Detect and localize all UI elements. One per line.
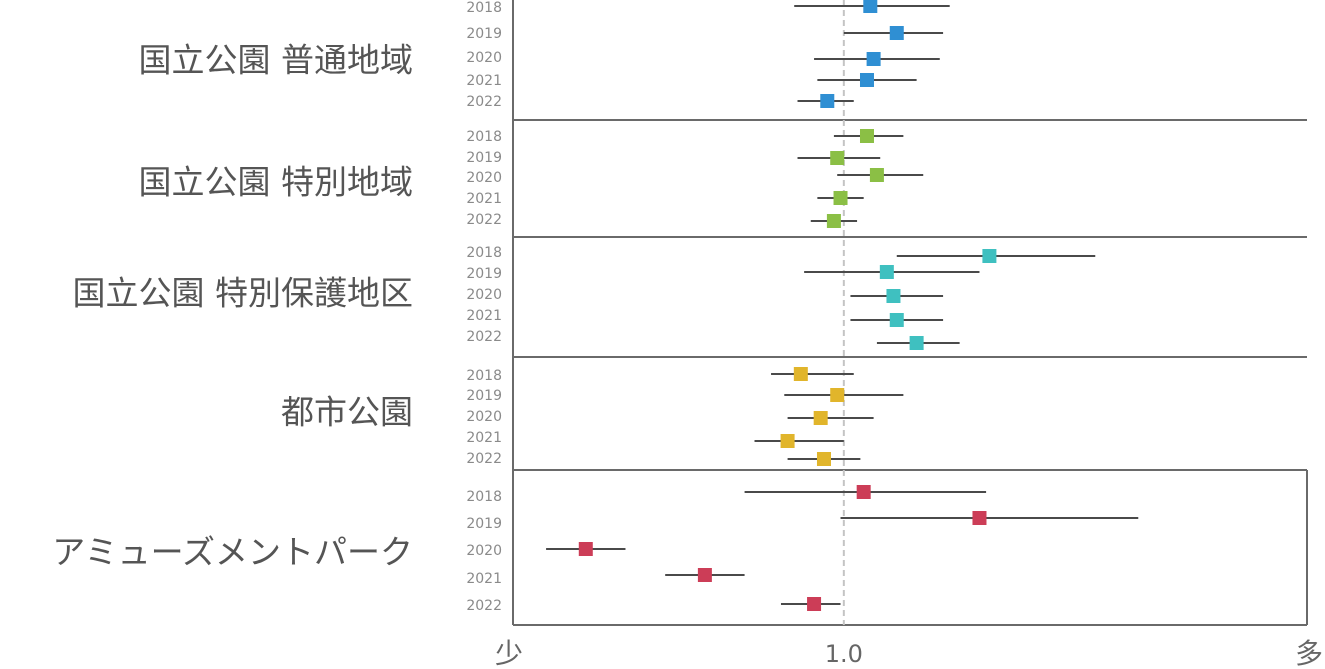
group-label: 国立公園 特別保護地区 xyxy=(73,274,414,313)
year-label: 2018 xyxy=(466,0,502,16)
year-label: 2020 xyxy=(466,543,502,559)
estimate-marker xyxy=(889,313,904,327)
x-tick-label: 1.0 xyxy=(825,640,863,668)
estimate-marker xyxy=(859,129,874,143)
estimate-marker xyxy=(578,542,593,556)
estimate-marker xyxy=(879,265,894,279)
year-label: 2021 xyxy=(466,571,502,587)
year-label: 2022 xyxy=(466,451,502,467)
year-label: 2021 xyxy=(466,430,502,446)
year-label: 2019 xyxy=(466,150,502,166)
group-label: アミューズメントパーク xyxy=(52,533,413,572)
estimate-marker xyxy=(816,452,831,466)
year-label: 2020 xyxy=(466,409,502,425)
year-label: 2019 xyxy=(466,266,502,282)
year-label: 2021 xyxy=(466,308,502,324)
estimate-marker xyxy=(982,249,997,263)
x-axis-left-label: 少 xyxy=(495,637,523,669)
estimate-marker xyxy=(866,52,881,66)
estimate-marker xyxy=(889,26,904,40)
year-label: 2022 xyxy=(466,329,502,345)
year-label: 2020 xyxy=(466,287,502,303)
year-label: 2019 xyxy=(466,388,502,404)
group-label: 国立公園 普通地域 xyxy=(139,41,414,80)
group-label: 国立公園 特別地域 xyxy=(139,163,414,202)
estimate-marker xyxy=(972,511,987,525)
year-label: 2020 xyxy=(466,170,502,186)
estimate-marker xyxy=(807,597,822,611)
estimate-marker xyxy=(830,151,845,165)
estimate-marker xyxy=(863,0,878,13)
year-label: 2019 xyxy=(466,26,502,42)
estimate-marker xyxy=(813,411,828,425)
year-label: 2018 xyxy=(466,129,502,145)
labels-layer: 国立公園 普通地域 2018 2019 2020 2021 2022 国立公園 特別地域 20… xyxy=(52,0,1323,669)
estimate-marker xyxy=(886,289,901,303)
estimate-marker xyxy=(859,73,874,87)
estimate-marker xyxy=(856,485,871,499)
year-label: 2022 xyxy=(466,212,502,228)
grid-layer xyxy=(512,0,1308,626)
x-axis-right-label: 多 xyxy=(1295,637,1323,669)
year-label: 2021 xyxy=(466,191,502,207)
estimate-marker xyxy=(793,367,808,381)
estimate-marker xyxy=(697,568,712,582)
year-label: 2019 xyxy=(466,516,502,532)
estimate-marker xyxy=(820,94,835,108)
year-label: 2018 xyxy=(466,368,502,384)
year-label: 2018 xyxy=(466,489,502,505)
year-label: 2020 xyxy=(466,50,502,66)
year-label: 2022 xyxy=(466,598,502,614)
estimate-marker xyxy=(869,168,884,182)
year-label: 2021 xyxy=(466,73,502,89)
year-label: 2022 xyxy=(466,94,502,110)
estimate-marker xyxy=(826,214,841,228)
marks-layer xyxy=(546,0,1139,611)
group-label: 都市公園 xyxy=(281,393,413,432)
year-label: 2018 xyxy=(466,245,502,261)
estimate-marker xyxy=(909,336,924,350)
estimate-marker xyxy=(780,434,795,448)
estimate-marker xyxy=(830,388,845,402)
estimate-marker xyxy=(833,191,848,205)
